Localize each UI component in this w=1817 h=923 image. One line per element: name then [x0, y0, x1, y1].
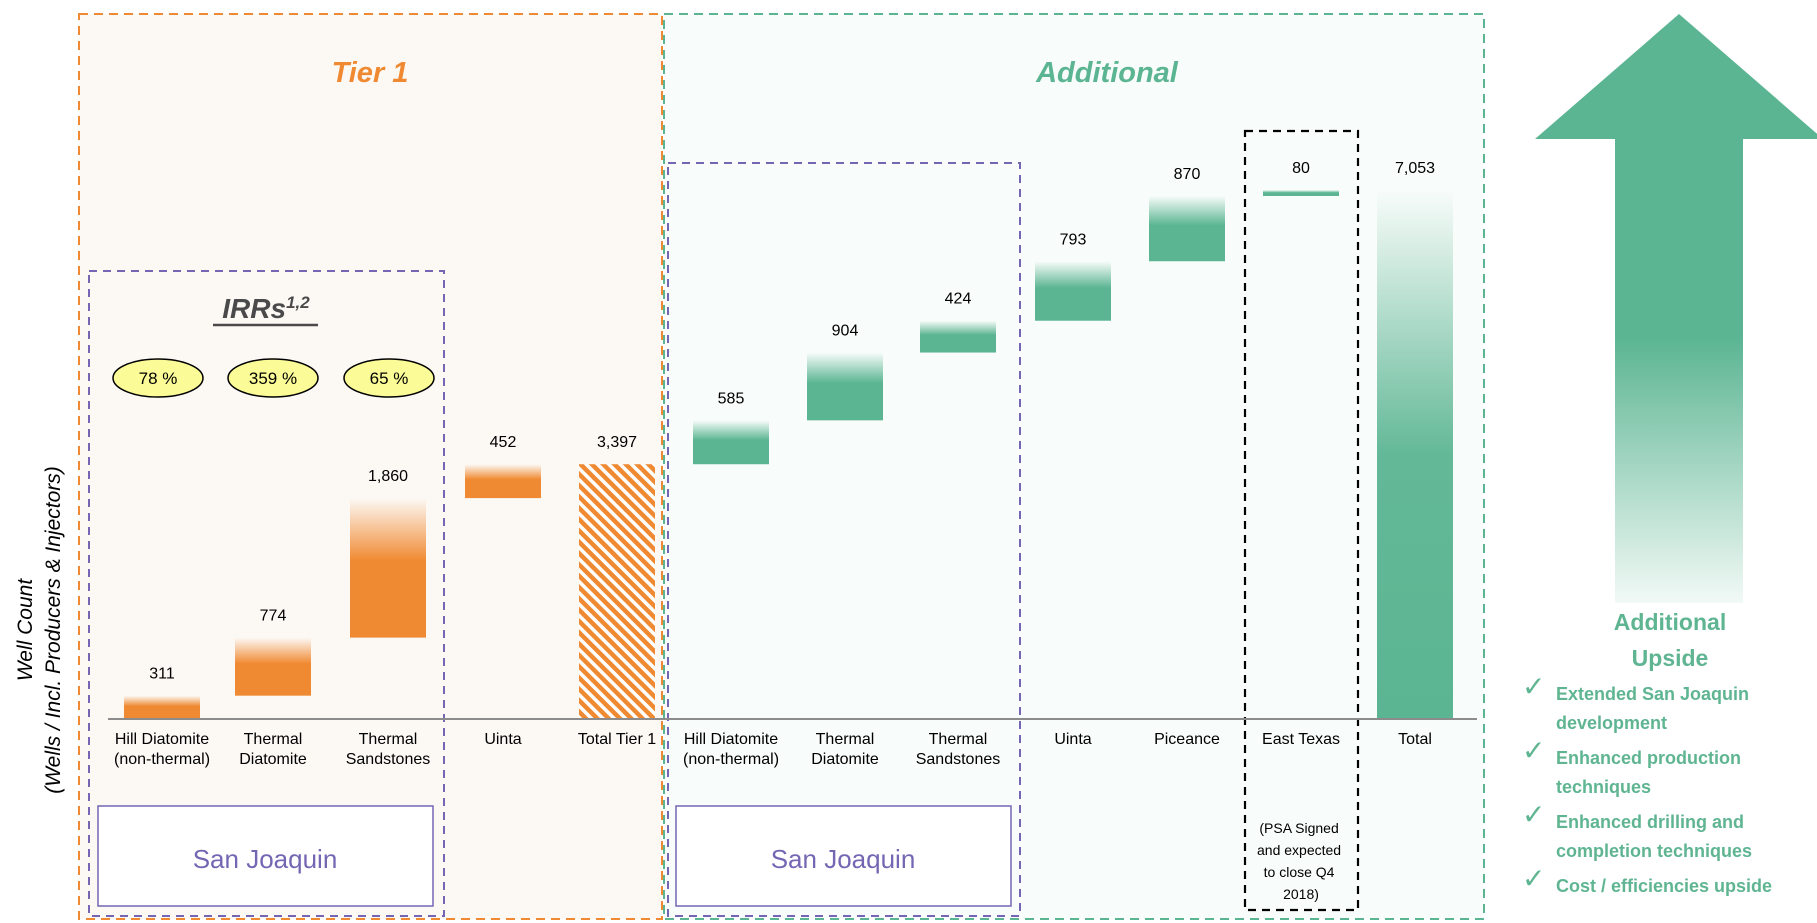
tier1-section-border — [78, 13, 663, 920]
additional-san-joaquin-label-box — [675, 805, 1012, 907]
category-label: Hill Diatomite (non-thermal) — [114, 731, 210, 768]
category-label: Thermal Diatomite — [811, 731, 879, 768]
category-label: East Texas — [1262, 731, 1340, 748]
value-label: 7,053 — [1395, 160, 1435, 177]
irr-value-hill-diatomite: 78 % — [139, 369, 178, 388]
irr-ellipse-hill-diatomite — [112, 358, 204, 398]
bar-tier1-hill-diatomite-non-thermal — [124, 695, 200, 719]
category-label: Uinta — [484, 731, 521, 748]
category-label: Total Tier 1 — [578, 731, 656, 748]
irr-ellipse-thermal-sandstones — [343, 358, 435, 398]
tier1-san-joaquin-dashed-box — [88, 270, 445, 917]
bar-additional-hill-diatomite-non-thermal — [693, 420, 769, 465]
tier1-san-joaquin-label: San Joaquin — [193, 844, 338, 874]
bar-additional-total — [1377, 190, 1453, 719]
additional-title: Additional — [1035, 57, 1179, 89]
category-label: Hill Diatomite (non-thermal) — [683, 731, 779, 768]
value-label: 774 — [260, 608, 287, 625]
bar-additional-piceance — [1149, 196, 1225, 262]
additional-san-joaquin-label: San Joaquin — [771, 844, 916, 874]
value-label: 3,397 — [597, 434, 637, 451]
value-label: 1,860 — [368, 468, 408, 485]
bar-tier1-thermal-sandstones — [350, 498, 426, 638]
east-texas-note: (PSA Signed and expected to close Q4 201… — [1257, 820, 1345, 902]
tier1-title: Tier 1 — [332, 57, 409, 89]
value-label: 424 — [945, 291, 972, 308]
value-label: 904 — [832, 323, 859, 340]
bar-tier1-uinta — [465, 464, 541, 499]
category-label: Piceance — [1154, 731, 1220, 748]
value-label: 870 — [1174, 166, 1201, 183]
category-label: Total — [1398, 731, 1432, 748]
value-label: 793 — [1060, 231, 1087, 248]
additional-san-joaquin-dashed-box — [667, 162, 1021, 917]
value-label: 311 — [149, 666, 175, 683]
value-label: 452 — [490, 434, 517, 451]
value-label: 585 — [718, 390, 745, 407]
irrs-title: IRRs1,2 — [222, 293, 310, 324]
bar-additional-uinta — [1035, 261, 1111, 321]
y-axis-label: Well Count (Wells / Incl. Producers & Inj… — [14, 466, 65, 794]
additional-section-bg — [664, 14, 1484, 919]
value-label: 80 — [1292, 160, 1310, 177]
irr-ellipse-thermal-diatomite — [227, 358, 319, 398]
irr-value-thermal-diatomite: 359 % — [249, 369, 297, 388]
category-label: Uinta — [1054, 731, 1091, 748]
tier1-san-joaquin-label-box — [97, 805, 434, 907]
bar-tier1-thermal-diatomite — [235, 637, 311, 696]
upside-arrow-icon — [1535, 14, 1817, 603]
irr-value-thermal-sandstones: 65 % — [370, 369, 409, 388]
bar-additional-thermal-sandstones — [920, 320, 996, 353]
category-label: Thermal Sandstones — [916, 731, 1001, 768]
category-label: Thermal Sandstones — [346, 731, 431, 768]
bar-additional-thermal-diatomite — [807, 352, 883, 421]
category-label: Thermal Diatomite — [239, 731, 307, 768]
additional-section-border — [663, 13, 1485, 920]
bar-tier1-total-tier-1 — [579, 464, 655, 719]
tier1-section-bg — [79, 14, 662, 919]
bar-additional-east-texas — [1263, 190, 1339, 197]
bars-layer: 311 Hill Diatomite (non-thermal) 774 Thermal… — [114, 160, 1453, 768]
east-texas-dashed-box — [1243, 129, 1360, 912]
